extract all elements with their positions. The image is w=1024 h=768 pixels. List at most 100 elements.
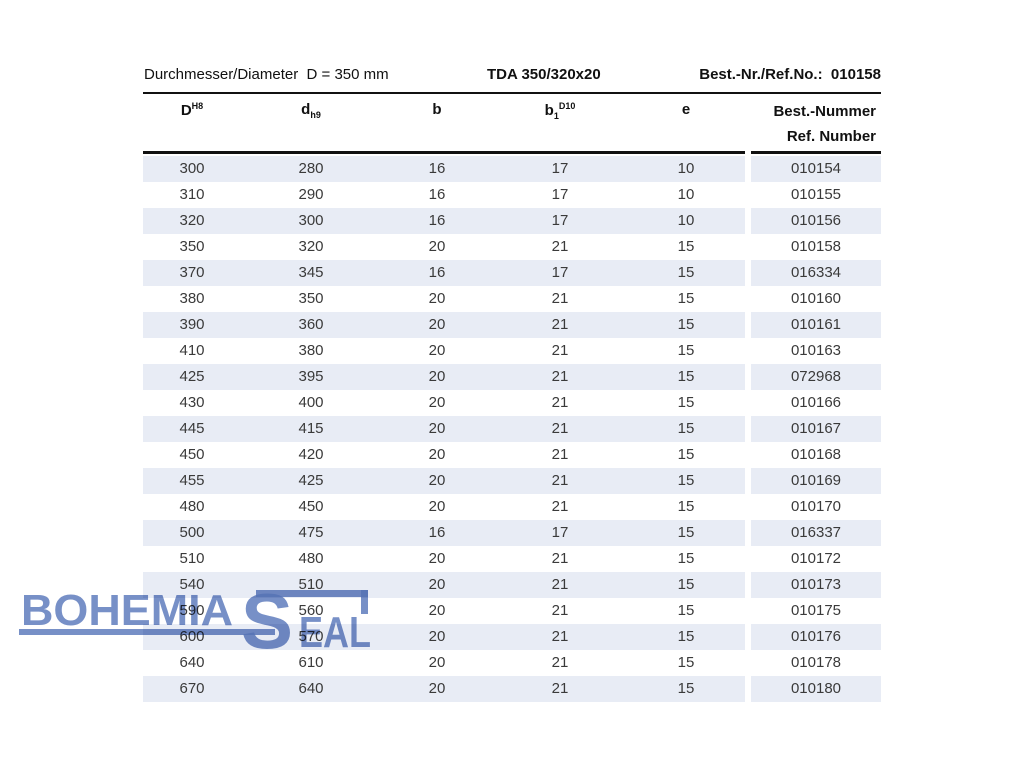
table-cell: 310 xyxy=(179,186,205,203)
table-row-main: 350 320 20 21 15 xyxy=(143,234,745,260)
table-cell: 21 xyxy=(551,654,569,671)
table-row-main: 640 610 20 21 15 xyxy=(143,650,745,676)
table-cell: 10 xyxy=(677,160,695,177)
header-rule-main xyxy=(143,151,745,154)
table-cell: 21 xyxy=(551,680,569,697)
table-cell: 20 xyxy=(428,498,446,515)
table-row: 480 450 20 21 15 010170 xyxy=(143,494,881,520)
table-cell: 21 xyxy=(551,394,569,411)
table-cell-ref-number: 010173 xyxy=(751,572,881,598)
logo-underline-bar xyxy=(19,629,275,635)
table-cell: 20 xyxy=(428,472,446,489)
table-cell-ref-number: 010178 xyxy=(790,654,842,671)
table-row-main: 370 345 16 17 15 xyxy=(143,260,745,286)
table-cell: 20 xyxy=(428,628,446,645)
table-cell: 455 xyxy=(179,472,205,489)
table-cell: 21 xyxy=(551,342,569,359)
table-row-main: 450 420 20 21 15 xyxy=(143,442,745,468)
bohemia-seal-watermark-logo: BOHEMIA S EAL xyxy=(19,585,371,657)
table-cell: 15 xyxy=(677,394,695,411)
table-cell: 20 xyxy=(428,654,446,671)
table-cell: 21 xyxy=(551,472,569,489)
table-row: 600 570 20 21 15 010176 xyxy=(143,624,881,650)
table-cell: 20 xyxy=(428,394,446,411)
table-cell: 420 xyxy=(298,446,324,463)
col-header-b1-base: b xyxy=(544,102,554,119)
col-header-b1: b1D10 xyxy=(493,99,627,151)
table-row: 640 610 20 21 15 010178 xyxy=(143,650,881,676)
table-cell: 280 xyxy=(298,160,324,177)
table-cell: 21 xyxy=(551,446,569,463)
table-cell: 21 xyxy=(551,368,569,385)
table-cell: 350 xyxy=(179,238,205,255)
table-row-main: 300 280 16 17 10 xyxy=(143,156,745,182)
table-row: 390 360 20 21 15 010161 xyxy=(143,312,881,338)
table-cell: 570 xyxy=(298,628,324,645)
table-cell-ref-number: 010154 xyxy=(751,156,881,182)
table-cell: 500 xyxy=(179,524,205,541)
col-header-ref-line2: Ref. Number xyxy=(786,128,876,145)
table-cell: 15 xyxy=(677,498,695,515)
table-cell: 21 xyxy=(551,576,569,593)
table-cell: 15 xyxy=(677,472,695,489)
table-cell-ref-number: 016334 xyxy=(751,260,881,286)
table-cell: 370 xyxy=(179,264,205,281)
table-cell: 300 xyxy=(298,212,324,229)
col-header-D: DH8 xyxy=(143,99,241,151)
table-row-main: 480 450 20 21 15 xyxy=(143,494,745,520)
table-cell: 20 xyxy=(428,576,446,593)
table-cell-ref-number: 010163 xyxy=(790,342,842,359)
table-row-main: 590 560 20 21 15 xyxy=(143,598,745,624)
table-cell: 380 xyxy=(179,290,205,307)
table-row-main: 320 300 16 17 10 xyxy=(143,208,745,234)
header-rule xyxy=(143,151,881,154)
logo-text-bohemia: BOHEMIA xyxy=(21,586,233,635)
header-rule-ref xyxy=(751,151,881,154)
col-header-D-base: D xyxy=(180,102,192,119)
table-cell: 15 xyxy=(677,264,695,281)
table-cell: 15 xyxy=(677,602,695,619)
table-row: 380 350 20 21 15 010160 xyxy=(143,286,881,312)
table-cell: 20 xyxy=(428,550,446,567)
table-cell: 15 xyxy=(677,576,695,593)
table-cell: 17 xyxy=(551,212,569,229)
table-cell-ref-number: 072968 xyxy=(751,364,881,390)
table-cell: 395 xyxy=(298,368,324,385)
table-cell: 390 xyxy=(179,316,205,333)
table-cell-ref-number: 010175 xyxy=(790,602,842,619)
table-cell: 20 xyxy=(428,446,446,463)
col-header-b-base: b xyxy=(432,101,442,118)
logo-top-bar xyxy=(256,590,368,597)
table-row-main: 380 350 20 21 15 xyxy=(143,286,745,312)
table-cell-ref-number: 010167 xyxy=(751,416,881,442)
table-row-main: 670 640 20 21 15 xyxy=(143,676,745,702)
table-cell: 21 xyxy=(551,238,569,255)
diameter-label: Durchmesser/Diameter D = 350 mm xyxy=(144,66,389,83)
table-cell: 15 xyxy=(677,446,695,463)
table-cell: 450 xyxy=(179,446,205,463)
table-row: 540 510 20 21 15 010173 xyxy=(143,572,881,598)
col-header-b1-sub: 1 xyxy=(553,111,559,121)
logo-text-eal: EAL xyxy=(299,608,371,657)
col-header-ref-line1: Best.-Nummer xyxy=(773,103,876,120)
table-cell: 15 xyxy=(677,550,695,567)
table-row-main: 410 380 20 21 15 xyxy=(143,338,745,364)
table-cell-ref-number: 010166 xyxy=(790,394,842,411)
table-cell: 380 xyxy=(298,342,324,359)
table-cell: 360 xyxy=(298,316,324,333)
table-cell: 20 xyxy=(428,680,446,697)
table-cell: 10 xyxy=(677,212,695,229)
table-cell: 510 xyxy=(179,550,205,567)
table-cell: 15 xyxy=(677,654,695,671)
table-row: 450 420 20 21 15 010168 xyxy=(143,442,881,468)
table-cell: 16 xyxy=(428,264,446,281)
col-header-e: e xyxy=(627,99,745,151)
table-row-main: 510 480 20 21 15 xyxy=(143,546,745,572)
table-row: 310 290 16 17 10 010155 xyxy=(143,182,881,208)
table-row: 455 425 20 21 15 010169 xyxy=(143,468,881,494)
table-cell: 16 xyxy=(428,212,446,229)
table-cell: 320 xyxy=(298,238,324,255)
col-header-b1-sup: D10 xyxy=(558,101,576,111)
table-cell: 480 xyxy=(179,498,205,515)
table-cell: 300 xyxy=(179,160,205,177)
